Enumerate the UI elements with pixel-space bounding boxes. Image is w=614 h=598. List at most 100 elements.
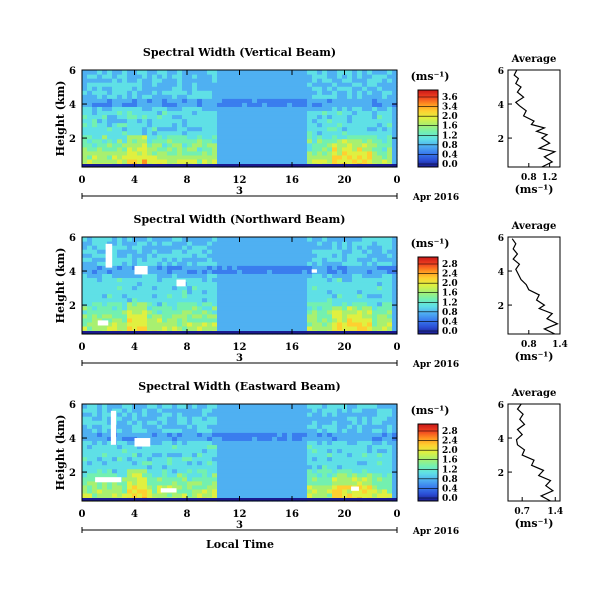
x-tick-label: 12: [233, 175, 247, 186]
colorbar-tick-label: 2.4: [442, 437, 458, 447]
x-tick-label: 4: [131, 175, 138, 186]
x-tick-label: 0: [394, 175, 401, 186]
panel-2: Spectral Width (Eastward Beam)246Height …: [54, 380, 563, 537]
colorbar-tick-label: 1.2: [442, 298, 458, 308]
colorbar-tick-label: 0.0: [442, 494, 458, 504]
x-tick-label: 12: [233, 342, 247, 353]
y-tick-label: 2: [69, 134, 76, 145]
colorbar-tick-label: 0.0: [442, 160, 458, 170]
average-y-tick-label: 4: [498, 101, 504, 111]
x-tick-label: 4: [131, 509, 138, 520]
average-y-tick-label: 6: [498, 401, 504, 411]
y-tick-label: 6: [69, 233, 76, 244]
average-profile-line: [511, 238, 559, 335]
y-tick-label: 6: [69, 400, 76, 411]
x-tick-label: 8: [184, 342, 191, 353]
x-tick-label: 16: [285, 175, 299, 186]
colorbar-tick-label: 3.6: [442, 93, 458, 103]
x-tick-label: 0: [394, 509, 401, 520]
panel-1: Spectral Width (Northward Beam)246Height…: [54, 213, 568, 370]
x-tick-label: 0: [79, 175, 86, 186]
panel-title: Spectral Width (Northward Beam): [134, 213, 346, 226]
average-y-tick-label: 2: [498, 135, 504, 145]
average-y-tick-label: 2: [498, 469, 504, 479]
y-tick-label: 4: [69, 434, 76, 445]
colorbar-tick-label: 0.8: [442, 475, 458, 485]
x-axis-title: Local Time: [206, 538, 274, 551]
date-label: Apr 2016: [412, 527, 459, 537]
y-tick-label: 2: [69, 301, 76, 312]
average-y-tick-label: 2: [498, 302, 504, 312]
x-tick-label: 0: [79, 342, 86, 353]
average-frame: [507, 403, 561, 502]
x-tick-label: 20: [338, 175, 352, 186]
colorbar-tick-label: 0.0: [442, 327, 458, 337]
heatmap-cells: [82, 70, 398, 168]
colorbar-tick-label: 1.2: [442, 131, 458, 141]
x-tick-label: 16: [285, 342, 299, 353]
x-tick-label: 0: [79, 509, 86, 520]
colorbar-tick-label: 0.4: [442, 317, 458, 327]
x-tick-label: 12: [233, 509, 247, 520]
date-label: Apr 2016: [412, 360, 459, 370]
average-y-tick-label: 4: [498, 435, 504, 445]
colorbar-tick-label: 1.6: [442, 289, 458, 299]
panel-title: Spectral Width (Vertical Beam): [143, 46, 336, 59]
average-title: Average: [511, 221, 557, 232]
x-tick-label: 8: [184, 175, 191, 186]
x-tick-label: 4: [131, 342, 138, 353]
day-label: 3: [236, 520, 243, 531]
average-unit: (ms⁻¹): [515, 183, 554, 196]
average-x-tick-label: 1.4: [547, 507, 563, 517]
colorbar-tick-label: 2.0: [442, 112, 458, 122]
colorbar: [417, 423, 439, 502]
x-tick-label: 0: [394, 342, 401, 353]
x-tick-label: 16: [285, 509, 299, 520]
average-unit: (ms⁻¹): [515, 350, 554, 363]
y-tick-label: 2: [69, 468, 76, 479]
day-label: 3: [236, 353, 243, 364]
y-axis-label: Height (km): [54, 248, 67, 324]
colorbar-tick-label: 1.6: [442, 122, 458, 132]
colorbar-tick-label: 1.2: [442, 465, 458, 475]
average-profile-line: [515, 403, 555, 502]
colorbar-unit: (ms⁻¹): [411, 70, 450, 83]
average-y-tick-label: 6: [498, 67, 504, 77]
colorbar-tick-label: 0.8: [442, 141, 458, 151]
average-x-tick-label: 1.4: [552, 340, 568, 350]
colorbar-tick-label: 2.8: [442, 427, 458, 437]
colorbar: [417, 89, 439, 168]
x-tick-label: 20: [338, 342, 352, 353]
colorbar-tick-label: 0.8: [442, 308, 458, 318]
y-tick-label: 6: [69, 66, 76, 77]
colorbar-tick-label: 1.6: [442, 456, 458, 466]
average-x-tick-label: 0.8: [521, 340, 537, 350]
x-tick-label: 20: [338, 509, 352, 520]
date-label: Apr 2016: [412, 193, 459, 203]
colorbar-tick-label: 2.8: [442, 260, 458, 270]
average-y-tick-label: 6: [498, 234, 504, 244]
panel-0: Spectral Width (Vertical Beam)246Height …: [54, 46, 561, 203]
colorbar-tick-label: 3.4: [442, 103, 458, 113]
x-tick-label: 8: [184, 509, 191, 520]
average-y-tick-label: 4: [498, 268, 504, 278]
average-title: Average: [511, 54, 557, 65]
y-tick-label: 4: [69, 100, 76, 111]
heatmap-cells: [82, 404, 398, 502]
y-axis-label: Height (km): [54, 415, 67, 491]
day-label: 3: [236, 186, 243, 197]
average-unit: (ms⁻¹): [515, 517, 554, 530]
colorbar-tick-label: 2.0: [442, 279, 458, 289]
y-axis-label: Height (km): [54, 81, 67, 157]
average-x-tick-label: 1.2: [542, 173, 558, 183]
heatmap-cells: [82, 237, 398, 335]
panel-title: Spectral Width (Eastward Beam): [138, 380, 340, 393]
colorbar-unit: (ms⁻¹): [411, 404, 450, 417]
average-title: Average: [511, 388, 557, 399]
average-profile-line: [513, 69, 557, 168]
colorbar-tick-label: 2.0: [442, 446, 458, 456]
y-tick-label: 4: [69, 267, 76, 278]
average-x-tick-label: 0.7: [514, 507, 530, 517]
colorbar-unit: (ms⁻¹): [411, 237, 450, 250]
